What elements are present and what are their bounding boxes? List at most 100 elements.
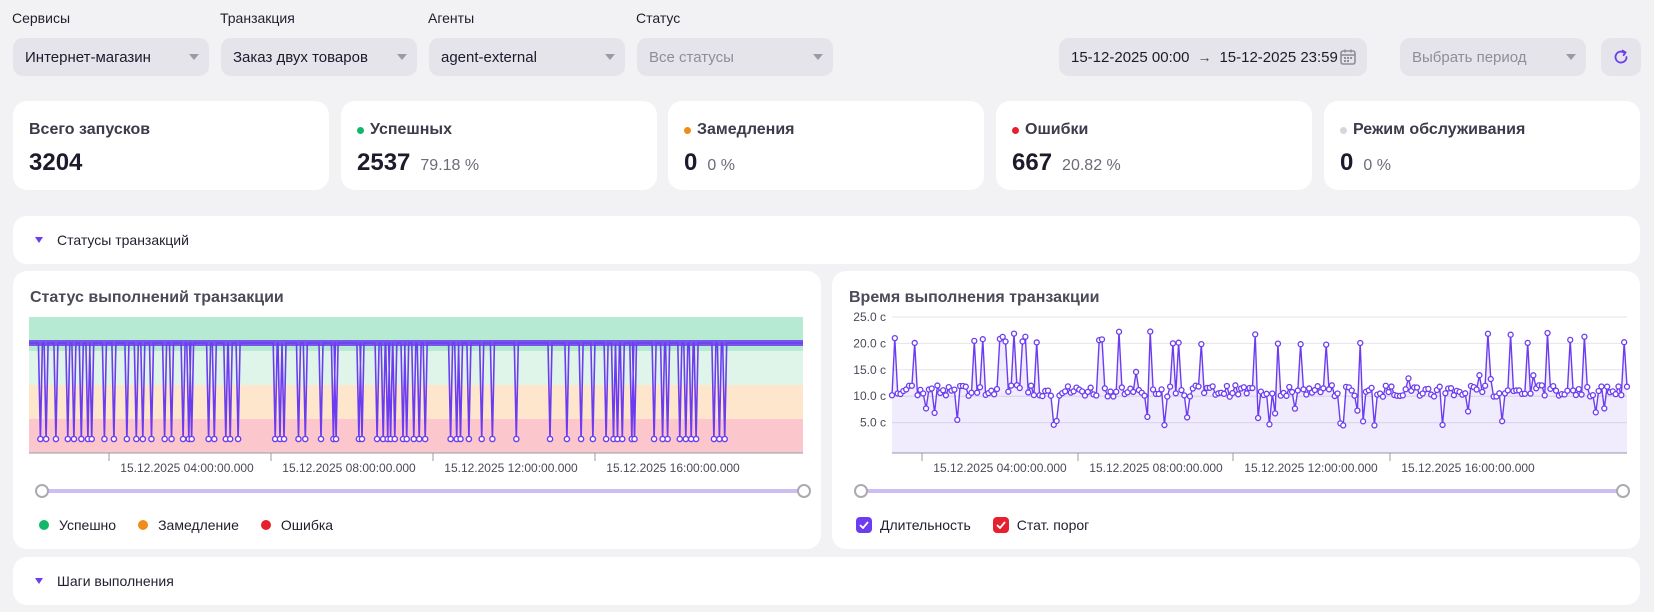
status-point[interactable] xyxy=(110,435,118,443)
duration-point[interactable] xyxy=(1436,383,1443,390)
duration-point[interactable] xyxy=(1621,339,1628,346)
duration-point[interactable] xyxy=(1340,422,1347,429)
slider-handle-start[interactable] xyxy=(35,484,49,498)
duration-point[interactable] xyxy=(1110,393,1117,400)
status-point[interactable] xyxy=(280,435,288,443)
status-point[interactable] xyxy=(546,435,554,443)
duration-point[interactable] xyxy=(1252,331,1259,338)
duration-point[interactable] xyxy=(939,387,947,394)
status-point[interactable] xyxy=(161,435,168,443)
duration-point[interactable] xyxy=(1243,390,1250,397)
status-range-slider[interactable] xyxy=(35,484,811,498)
duration-point[interactable] xyxy=(1399,392,1406,399)
duration-point[interactable] xyxy=(1093,392,1100,399)
duration-point[interactable] xyxy=(1567,336,1574,344)
duration-point[interactable] xyxy=(1550,382,1557,390)
duration-point[interactable] xyxy=(1132,368,1140,376)
duration-point[interactable] xyxy=(1601,405,1608,412)
duration-point[interactable] xyxy=(1274,340,1282,347)
duration-point[interactable] xyxy=(908,382,916,389)
status-point[interactable] xyxy=(179,435,187,443)
duration-point[interactable] xyxy=(1078,388,1086,395)
duration-point[interactable] xyxy=(891,334,898,342)
duration-point[interactable] xyxy=(1144,413,1151,421)
duration-point[interactable] xyxy=(968,389,975,396)
duration-point[interactable] xyxy=(1195,383,1202,390)
duration-point[interactable] xyxy=(1064,383,1072,390)
duration-point[interactable] xyxy=(1175,339,1182,346)
status-point[interactable] xyxy=(589,435,597,443)
duration-point[interactable] xyxy=(1115,328,1123,335)
status-point[interactable] xyxy=(391,435,399,443)
duration-point[interactable] xyxy=(1223,382,1231,390)
duration-point[interactable] xyxy=(1359,418,1367,425)
duration-point[interactable] xyxy=(1084,388,1091,396)
duration-point[interactable] xyxy=(1155,390,1162,398)
duration-point[interactable] xyxy=(1010,330,1018,337)
duration-point[interactable] xyxy=(1419,390,1426,397)
status-point[interactable] xyxy=(168,435,175,443)
duration-point[interactable] xyxy=(1402,386,1409,393)
status-point[interactable] xyxy=(101,435,108,443)
status-point[interactable] xyxy=(489,435,496,443)
duration-point[interactable] xyxy=(1033,339,1040,346)
duration-point[interactable] xyxy=(971,337,978,344)
status-point[interactable] xyxy=(602,435,610,443)
status-point[interactable] xyxy=(403,435,411,443)
duration-point[interactable] xyxy=(993,385,1001,393)
duration-point[interactable] xyxy=(1053,417,1060,425)
duration-point[interactable] xyxy=(1379,393,1387,400)
duration-point[interactable] xyxy=(1612,390,1619,398)
duration-point[interactable] xyxy=(1320,385,1327,392)
duration-point[interactable] xyxy=(1498,418,1506,425)
duration-point[interactable] xyxy=(1178,387,1185,394)
duration-point[interactable] xyxy=(1413,384,1421,391)
duration-point[interactable] xyxy=(1027,382,1035,389)
duration-point[interactable] xyxy=(1382,382,1389,389)
status-point[interactable] xyxy=(421,435,429,443)
duration-point[interactable] xyxy=(962,383,969,390)
duration-point[interactable] xyxy=(973,389,981,396)
status-point[interactable] xyxy=(211,435,218,443)
checkbox-checked-icon[interactable] xyxy=(856,517,872,533)
duration-point[interactable] xyxy=(1263,390,1270,397)
duration-point[interactable] xyxy=(1357,339,1364,347)
status-point[interactable] xyxy=(37,435,44,443)
duration-point[interactable] xyxy=(1552,387,1560,394)
transaction-select[interactable]: Заказ двух товаров xyxy=(221,38,417,76)
slider-handle-end[interactable] xyxy=(797,484,811,498)
duration-point[interactable] xyxy=(1507,331,1514,338)
status-point[interactable] xyxy=(618,435,626,443)
duration-point[interactable] xyxy=(1569,387,1577,394)
duration-point[interactable] xyxy=(1487,375,1494,383)
duration-point[interactable] xyxy=(1368,384,1375,392)
duration-point[interactable] xyxy=(1314,383,1321,390)
duration-point[interactable] xyxy=(1592,409,1599,416)
duration-point[interactable] xyxy=(1181,392,1188,399)
services-select[interactable]: Интернет-магазин xyxy=(13,38,209,76)
status-point[interactable] xyxy=(139,435,147,443)
duration-point[interactable] xyxy=(942,392,950,399)
status-point[interactable] xyxy=(478,435,485,443)
duration-point[interactable] xyxy=(1496,390,1503,397)
duration-point[interactable] xyxy=(1300,386,1307,393)
status-select[interactable]: Все статусы xyxy=(637,38,833,76)
duration-point[interactable] xyxy=(1220,390,1228,397)
duration-point[interactable] xyxy=(934,382,941,389)
duration-point[interactable] xyxy=(1286,383,1293,391)
status-point[interactable] xyxy=(682,435,690,443)
duration-point[interactable] xyxy=(1240,384,1248,391)
duration-point[interactable] xyxy=(1589,391,1597,399)
duration-point[interactable] xyxy=(1141,392,1148,399)
duration-point[interactable] xyxy=(1130,388,1137,396)
duration-point[interactable] xyxy=(1158,386,1165,393)
duration-point[interactable] xyxy=(888,392,896,399)
duration-point[interactable] xyxy=(1098,336,1106,343)
duration-point[interactable] xyxy=(954,416,961,424)
status-point[interactable] xyxy=(226,435,234,443)
duration-point[interactable] xyxy=(1334,390,1341,397)
duration-point[interactable] xyxy=(1002,338,1009,345)
status-point[interactable] xyxy=(70,435,78,443)
duration-point[interactable] xyxy=(1047,392,1055,399)
duration-point[interactable] xyxy=(914,392,921,399)
